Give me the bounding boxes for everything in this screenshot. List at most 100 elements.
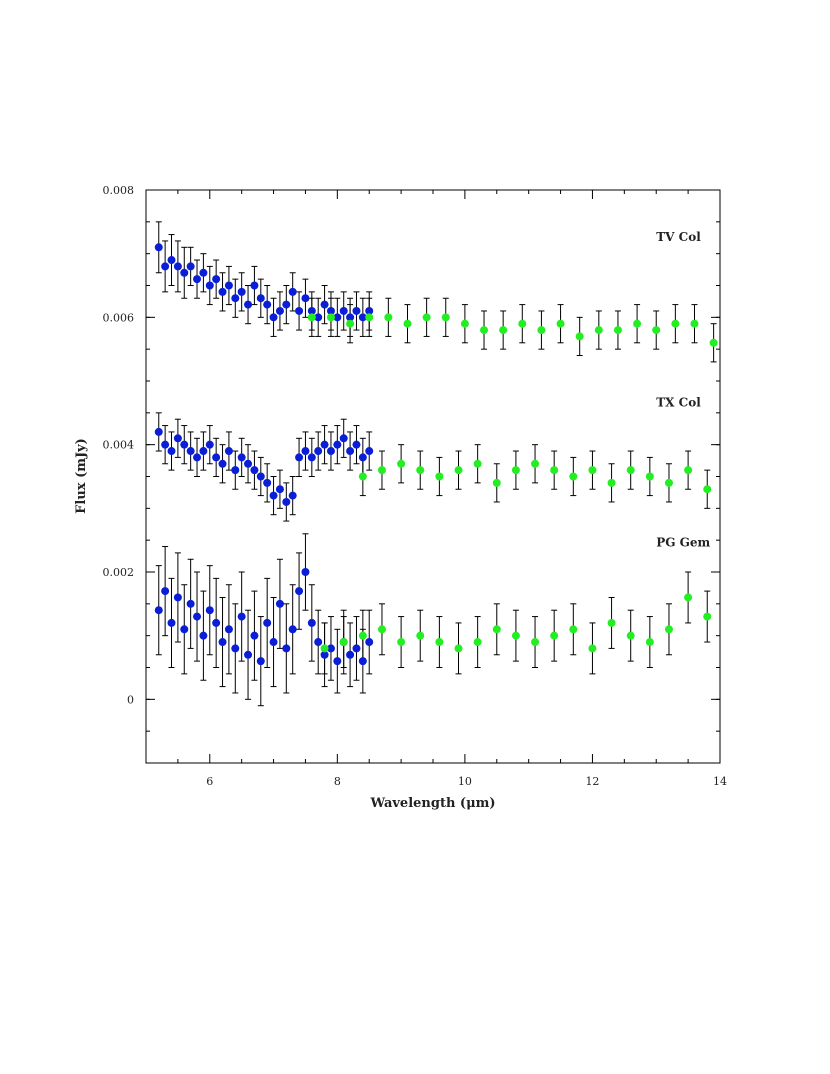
point-tv-col-short	[199, 268, 208, 277]
point-tx-col-long	[397, 459, 406, 468]
point-tv-col-short	[269, 313, 278, 322]
point-tv-col-short	[365, 306, 374, 315]
point-pg-gem-short	[288, 625, 297, 634]
tick-labels-layer: 6 8 10 12 14 0 0.002 0.004 0.006 0.008	[103, 184, 728, 788]
data-points-layer	[154, 243, 718, 666]
point-pg-gem-long	[377, 625, 386, 634]
series-label: TX Col	[656, 395, 701, 409]
point-tx-col-short	[358, 453, 367, 462]
point-pg-gem-long	[607, 618, 616, 627]
point-tx-col-short	[314, 447, 323, 456]
y-tick-label: 0.006	[103, 311, 135, 324]
point-pg-gem-short	[224, 625, 233, 634]
point-pg-gem-long	[531, 638, 540, 647]
point-pg-gem-long	[454, 644, 463, 653]
point-pg-gem-long	[320, 644, 329, 653]
point-tx-col-short	[199, 447, 208, 456]
point-pg-gem-short	[295, 587, 304, 596]
point-pg-gem-long	[684, 593, 693, 602]
point-tv-col-short	[346, 313, 355, 322]
point-tx-col-long	[626, 466, 635, 475]
point-tx-col-short	[326, 447, 335, 456]
point-tv-col-short	[180, 268, 189, 277]
point-tx-col-short	[301, 447, 310, 456]
x-axis-title: Wavelength (μm)	[369, 796, 495, 811]
point-pg-gem-long	[358, 631, 367, 640]
point-pg-gem-short	[358, 657, 367, 666]
point-pg-gem-short	[256, 657, 265, 666]
point-tx-col-short	[320, 440, 329, 449]
point-tx-col-short	[237, 453, 246, 462]
x-tick-label: 10	[458, 775, 472, 788]
series-label: PG Gem	[656, 536, 710, 550]
point-pg-gem-long	[588, 644, 597, 653]
point-tv-col-long	[441, 313, 450, 322]
point-tx-col-short	[333, 440, 342, 449]
point-pg-gem-long	[416, 631, 425, 640]
point-pg-gem-long	[703, 612, 712, 621]
point-pg-gem-short	[333, 657, 342, 666]
point-tv-col-short	[358, 313, 367, 322]
point-pg-gem-short	[205, 606, 214, 615]
y-tick-label: 0	[127, 693, 134, 706]
point-tx-col-short	[244, 459, 253, 468]
plot-frame	[145, 189, 721, 764]
point-tv-col-long	[307, 313, 316, 322]
point-pg-gem-short	[269, 638, 278, 647]
point-tv-col-short	[295, 306, 304, 315]
point-tx-col-short	[180, 440, 189, 449]
point-pg-gem-short	[237, 612, 246, 621]
point-pg-gem-long	[511, 631, 520, 640]
point-pg-gem-short	[180, 625, 189, 634]
y-axis-title: Flux (mJy)	[74, 438, 89, 514]
point-tv-col-short	[224, 281, 233, 290]
point-tv-col-long	[537, 326, 546, 335]
point-tv-col-long	[652, 326, 661, 335]
point-tx-col-long	[645, 472, 654, 481]
point-tv-col-long	[633, 319, 642, 328]
point-tv-col-short	[275, 306, 284, 315]
point-tv-col-short	[288, 287, 297, 296]
point-tx-col-short	[288, 491, 297, 500]
point-tx-col-short	[256, 472, 265, 481]
point-tv-col-short	[301, 294, 310, 303]
y-tick-label: 0.008	[103, 184, 135, 197]
point-pg-gem-short	[193, 612, 202, 621]
point-tv-col-long	[556, 319, 565, 328]
point-tx-col-long	[607, 478, 616, 487]
point-tv-col-short	[307, 306, 316, 315]
point-tx-col-short	[365, 447, 374, 456]
point-tv-col-short	[161, 262, 170, 271]
point-tx-col-long	[416, 466, 425, 475]
point-tx-col-short	[282, 497, 291, 506]
point-pg-gem-long	[550, 631, 559, 640]
point-tx-col-short	[263, 478, 272, 487]
point-tv-col-short	[250, 281, 259, 290]
point-pg-gem-short	[352, 644, 361, 653]
point-pg-gem-short	[365, 638, 374, 647]
point-tx-col-short	[186, 447, 195, 456]
point-tx-col-long	[588, 466, 597, 475]
point-pg-gem-short	[250, 631, 259, 640]
point-tv-col-long	[403, 319, 412, 328]
point-tx-col-short	[352, 440, 361, 449]
point-pg-gem-short	[231, 644, 240, 653]
point-pg-gem-short	[167, 618, 176, 627]
point-pg-gem-short	[186, 599, 195, 608]
point-tx-col-short	[231, 466, 240, 475]
series-labels-layer: TV Col TX Col PG Gem	[656, 230, 710, 550]
series-label: TV Col	[656, 230, 701, 244]
point-tx-col-short	[269, 491, 278, 500]
point-tv-col-long	[480, 326, 489, 335]
point-tx-col-long	[531, 459, 540, 468]
y-tick-label: 0.004	[103, 439, 135, 452]
point-tv-col-long	[384, 313, 393, 322]
point-tx-col-long	[684, 466, 693, 475]
point-pg-gem-short	[218, 638, 227, 647]
point-tv-col-long	[690, 319, 699, 328]
point-tx-col-short	[307, 453, 316, 462]
point-tv-col-long	[518, 319, 527, 328]
point-tv-col-short	[231, 294, 240, 303]
point-tx-col-long	[377, 466, 386, 475]
point-tx-col-long	[492, 478, 501, 487]
